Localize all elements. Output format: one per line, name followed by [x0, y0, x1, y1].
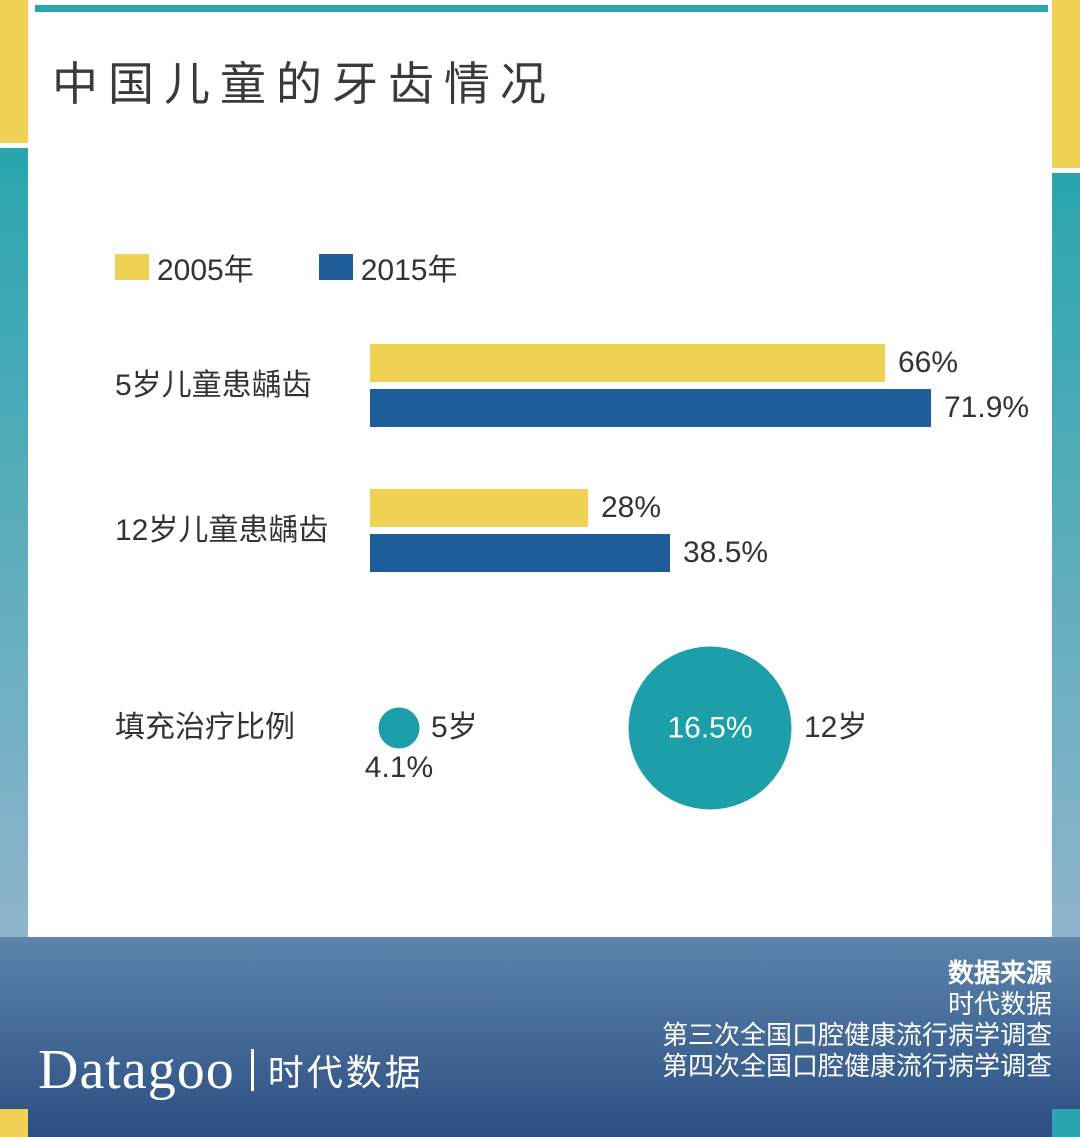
legend-swatch-2005 — [115, 254, 149, 280]
bubble-value-age12: 16.5% — [667, 711, 753, 744]
brand-logo-separator — [250, 1049, 254, 1091]
top-border-line — [35, 5, 1048, 12]
data-source-line: 第四次全国口腔健康流行病学调查 — [661, 1051, 1052, 1081]
legend-label-2015: 2015年 — [360, 254, 458, 287]
data-source-block: 数据来源 时代数据 第三次全国口腔健康流行病学调查 第四次全国口腔健康流行病学调… — [662, 958, 1052, 1082]
left-gradient-stripe — [0, 148, 28, 937]
legend-swatch-2015 — [318, 254, 353, 280]
bar-value-2015-age12: 38.5% — [683, 536, 769, 569]
bubble-age5 — [378, 707, 420, 749]
bubble-label-age5: 5岁 — [431, 711, 478, 744]
brand-logo: Datagoo 时代数据 — [38, 1038, 424, 1102]
legend: 2005年 2015年 — [115, 245, 523, 289]
bar-value-2005-age12: 28% — [601, 491, 662, 524]
bar-2015-age5 — [370, 389, 931, 427]
left-yellow-accent — [0, 0, 28, 143]
legend-label-2005: 2005年 — [157, 254, 254, 287]
bar-row-2015-age12: 38.5% — [370, 534, 768, 572]
bubble-label-age12: 12岁 — [804, 711, 868, 744]
bar-value-2005-age5: 66% — [898, 346, 959, 379]
page-title: 中国儿童的牙齿情况 — [52, 58, 556, 110]
data-source-line: 时代数据 — [947, 989, 1052, 1019]
bottom-right-corner-accent — [1052, 1109, 1080, 1137]
data-source-line: 第三次全国口腔健康流行病学调查 — [661, 1020, 1052, 1050]
bubble-section-label: 填充治疗比例 — [115, 711, 295, 744]
brand-logo-en: Datagoo — [38, 1039, 235, 1101]
footer-band — [0, 937, 1080, 1137]
bubble-value-age5: 4.1% — [364, 751, 434, 784]
right-gradient-stripe — [1052, 173, 1080, 937]
category-label-age5: 5岁儿童患龋齿 — [115, 369, 312, 402]
right-yellow-accent — [1052, 0, 1080, 168]
bar-2015-age12 — [370, 534, 670, 572]
bar-2005-age5 — [370, 344, 885, 382]
bar-row-2005-age5: 66% — [370, 344, 958, 382]
bar-row-2015-age5: 71.9% — [370, 389, 1029, 427]
category-label-age12: 12岁儿童患龋齿 — [115, 514, 329, 547]
bar-row-2005-age12: 28% — [370, 489, 661, 527]
bar-value-2015-age5: 71.9% — [944, 391, 1030, 424]
legend-item-2005: 2005年 — [115, 245, 254, 289]
bar-2005-age12 — [370, 489, 588, 527]
brand-logo-cn: 时代数据 — [267, 1052, 424, 1093]
legend-item-2015: 2015年 — [318, 245, 458, 289]
data-source-heading: 数据来源 — [947, 958, 1052, 988]
bottom-left-corner-accent — [0, 1109, 28, 1137]
bubble-age12: 16.5% — [628, 646, 792, 810]
